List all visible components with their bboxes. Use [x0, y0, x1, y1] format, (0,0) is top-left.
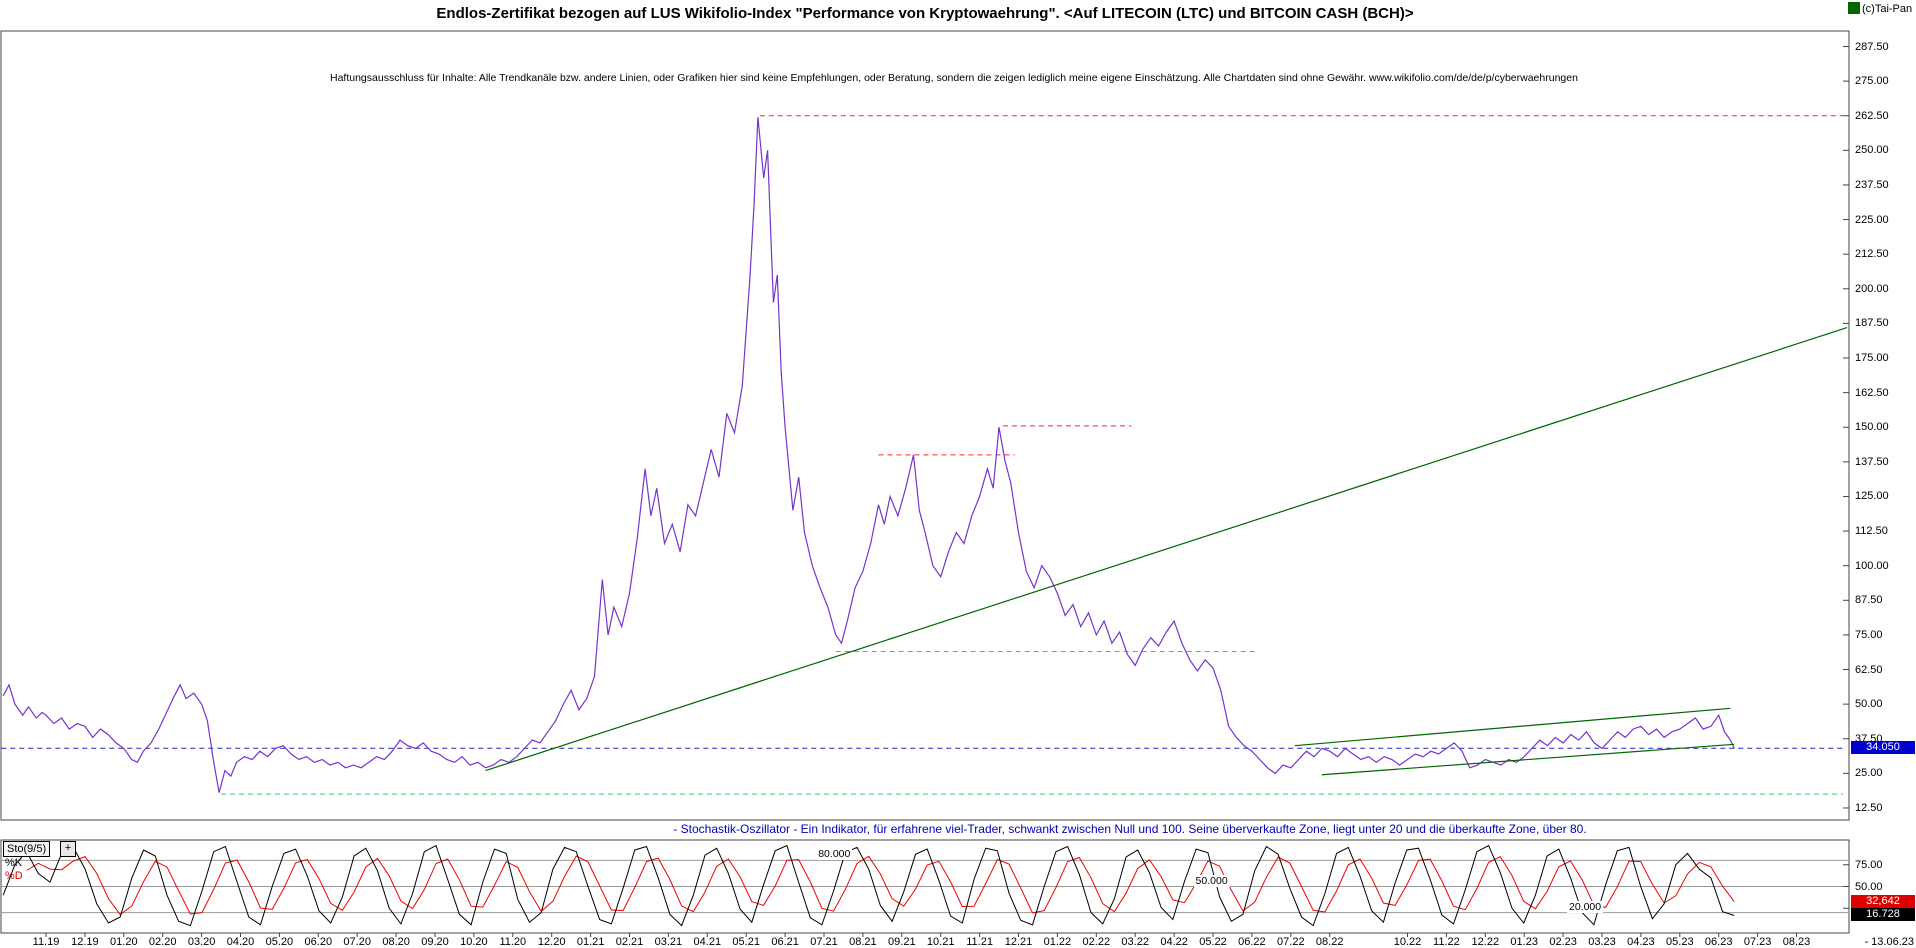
time-axis-label: 07.22 — [1277, 936, 1305, 948]
sto-axis-tick: 50.00 — [1855, 880, 1883, 893]
time-axis-label: 04.21 — [693, 936, 722, 948]
price-axis-tick: 262.50 — [1855, 109, 1889, 122]
time-axis-label: 05.20 — [265, 936, 294, 948]
time-axis-label: 10.21 — [926, 936, 955, 948]
current-price-badge: 34.050 — [1851, 741, 1915, 755]
time-axis-label: 02.22 — [1082, 936, 1111, 948]
last-date-label: - 13.06.23 — [1864, 936, 1914, 948]
time-axis-label: 05.21 — [732, 936, 760, 948]
time-axis: - 13.06.23 11.19 12.19 01.20 02.20 03.20 04.2… — [0, 934, 1916, 948]
time-axis-label: 08.22 — [1315, 936, 1344, 948]
price-axis-tick: 275.00 — [1855, 75, 1889, 88]
indicator-expand-button[interactable]: + — [60, 841, 76, 857]
price-axis-tick: 187.50 — [1855, 317, 1889, 330]
price-axis-tick: 25.00 — [1855, 767, 1883, 780]
time-axis-label: 06.20 — [304, 936, 333, 948]
indicator-label[interactable]: Sto(9/5) — [3, 841, 51, 857]
time-axis-label: 11.19 — [32, 936, 60, 948]
sto-zone-label: 80.000 — [816, 848, 853, 861]
time-axis-label: 12.22 — [1471, 936, 1500, 948]
chart-title: Endlos-Zertifikat bezogen auf LUS Wikifo… — [436, 5, 1414, 22]
time-axis-label: 01.20 — [110, 936, 138, 948]
time-axis-label: 10.22 — [1393, 936, 1422, 948]
price-axis-tick: 62.50 — [1855, 663, 1883, 676]
time-axis-label: 12.19 — [71, 936, 99, 948]
price-axis-tick: 12.50 — [1855, 801, 1883, 814]
time-axis-label: 01.22 — [1043, 936, 1072, 948]
time-axis-label: 08.20 — [382, 936, 410, 948]
time-axis-label: 04.23 — [1627, 936, 1655, 948]
time-axis-label: 01.21 — [576, 936, 605, 948]
price-axis-tick: 137.50 — [1855, 455, 1889, 468]
price-axis-tick: 250.00 — [1855, 144, 1889, 157]
stochastic-note: - Stochastik-Oszillator - Ein Indikator,… — [673, 822, 1587, 836]
time-axis-label: 01.23 — [1510, 936, 1538, 948]
time-axis-label: 07.20 — [343, 936, 371, 948]
time-axis-label: 11.21 — [966, 936, 993, 948]
price-axis-tick: 150.00 — [1855, 421, 1889, 434]
price-axis-tick: 162.50 — [1855, 386, 1889, 399]
price-axis-tick: 50.00 — [1855, 698, 1883, 711]
time-axis-label: 02.20 — [148, 936, 177, 948]
vendor-copyright: (c)Tai-Pan — [1862, 3, 1913, 15]
time-axis-label: 06.21 — [771, 936, 799, 948]
time-axis-label: 03.20 — [187, 936, 216, 948]
time-axis-label: 12.20 — [537, 936, 566, 948]
time-axis-label: 04.20 — [226, 936, 255, 948]
current-d-badge: 32,642 — [1851, 894, 1915, 908]
price-axis-tick: 237.50 — [1855, 178, 1889, 191]
price-axis-tick: 125.00 — [1855, 490, 1889, 503]
time-axis-label: 06.23 — [1704, 936, 1733, 948]
vendor-logo-square — [1848, 2, 1860, 14]
time-axis-label: 04.22 — [1160, 936, 1188, 948]
price-axis-tick: 112.50 — [1855, 525, 1888, 538]
sto-zone-label: 50.000 — [1193, 874, 1230, 887]
price-axis-tick: 200.00 — [1855, 282, 1889, 295]
time-axis-label: 03.22 — [1121, 936, 1149, 948]
time-axis-label: 11.22 — [1433, 936, 1460, 948]
time-axis-label: 08.21 — [849, 936, 877, 948]
time-axis-label: 06.22 — [1238, 936, 1266, 948]
price-axis-tick: 212.50 — [1855, 248, 1889, 261]
time-axis-label: 02.21 — [615, 936, 644, 948]
disclaimer-text: Haftungsausschluss für Inhalte: Alle Tre… — [330, 72, 1578, 84]
price-axis-tick: 287.50 — [1855, 40, 1889, 53]
time-axis-label: 05.22 — [1199, 936, 1227, 948]
time-axis-label: 05.23 — [1666, 936, 1694, 948]
time-axis-label: 10.20 — [460, 936, 488, 948]
price-axis: 287.50 275.00 262.50 250.00 237.50 225.00 212.… — [1853, 0, 1915, 948]
current-k-badge: 16.728 — [1851, 908, 1915, 922]
time-axis-label: 09.21 — [888, 936, 916, 948]
time-axis-label: 11.20 — [499, 936, 527, 948]
time-axis-label: 03.21 — [654, 936, 683, 948]
time-axis-label: 07.21 — [810, 936, 838, 948]
time-axis-label: 02.23 — [1549, 936, 1577, 948]
time-axis-label: 08.23 — [1782, 936, 1811, 948]
percent-d-label: %D — [5, 870, 23, 882]
price-axis-tick: 175.00 — [1855, 352, 1889, 364]
time-axis-label: 03.23 — [1588, 936, 1616, 948]
sto-axis-tick: 75.00 — [1855, 858, 1883, 871]
price-axis-tick: 87.50 — [1855, 594, 1883, 607]
price-axis-tick: 75.00 — [1855, 628, 1883, 641]
sto-zone-label: 20.000 — [1566, 900, 1604, 913]
percent-k-label: %K — [5, 857, 23, 869]
time-axis-label: 12.21 — [1004, 936, 1033, 948]
price-axis-tick: 225.00 — [1855, 213, 1889, 226]
time-axis-label: 09.20 — [421, 936, 449, 948]
time-axis-label: 07.23 — [1743, 936, 1772, 948]
price-axis-tick: 100.00 — [1855, 559, 1889, 572]
